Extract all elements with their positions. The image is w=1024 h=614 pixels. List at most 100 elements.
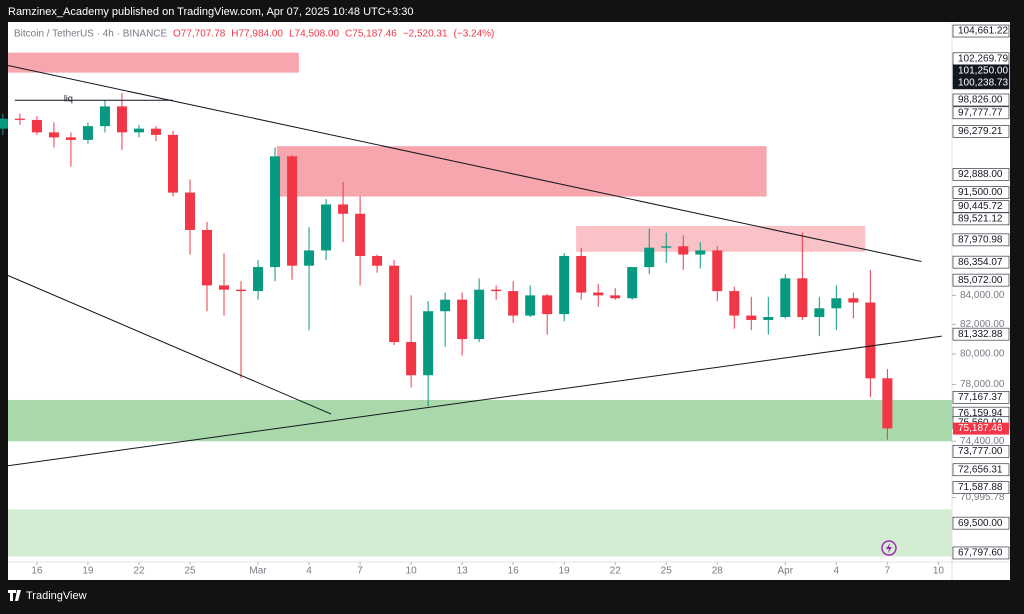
trend-line (7, 335, 942, 467)
level-box (952, 125, 1010, 138)
level-box (952, 463, 1010, 477)
candle-body (508, 291, 519, 316)
candle-body (780, 278, 791, 318)
publish-note: Ramzinex_Academy published on TradingVie… (8, 6, 414, 18)
level-box (952, 233, 1010, 247)
level-box (952, 273, 1010, 287)
candle-body (372, 255, 383, 266)
ohlc-values: O77,707.78 H77,984.00 L74,508.00 C75,187.46… (173, 29, 494, 40)
level-box (952, 516, 1010, 530)
y-tick-label: 84,000.00 (960, 290, 1005, 301)
zone (8, 399, 952, 442)
candle-body (525, 295, 536, 316)
level-label: 91,500.00 (958, 187, 1003, 198)
candle-body (610, 295, 621, 299)
candle-body (542, 295, 553, 315)
y-tick-label: 70,995.78 (960, 492, 1005, 503)
candle-body (304, 250, 315, 266)
alert-circle[interactable] (881, 540, 897, 556)
candle-body (678, 246, 689, 255)
ohlc-value: O77,707.78 (173, 29, 226, 40)
y-tick-label: 78,000.00 (960, 379, 1005, 390)
alert-icon[interactable] (881, 540, 897, 556)
candle-body (848, 298, 859, 303)
level-box (952, 93, 1010, 107)
level-label: 96,279.21 (958, 126, 1003, 137)
symbol-title: Bitcoin / TetherUS · 4h · BINANCE (14, 29, 168, 40)
candle-body (559, 255, 570, 315)
level-label: 72,656.31 (958, 464, 1003, 475)
ohlc-value: L74,508.00 (289, 29, 339, 40)
candle-body (576, 255, 587, 293)
level-box (952, 255, 1010, 269)
last-price-box (953, 422, 1009, 435)
candle-body (440, 299, 451, 312)
candle-body (763, 317, 774, 320)
x-tick-label: 10 (933, 566, 945, 577)
candle-body (167, 134, 178, 193)
x-tick-label: 19 (559, 566, 571, 577)
x-tick-label: 4 (834, 566, 840, 577)
candle-body (133, 128, 144, 133)
level-label: 102,269.79 (958, 53, 1008, 64)
footer-logo: TradingView (8, 590, 87, 602)
level-label: 76,159.94 (958, 408, 1003, 419)
candle-body (797, 278, 808, 318)
level-box (952, 168, 1010, 181)
zone (8, 52, 299, 73)
level-box (952, 327, 1010, 341)
candle-body (99, 106, 110, 127)
level-label: 89,521.12 (958, 213, 1003, 224)
x-tick-label: 22 (133, 566, 145, 577)
level-label: 98,826.00 (958, 95, 1003, 106)
candle-body (644, 247, 655, 268)
y-tick-label: 80,000.00 (960, 349, 1005, 360)
x-tick-label: 16 (31, 566, 43, 577)
x-tick-label: 19 (82, 566, 94, 577)
x-tick-label: Apr (778, 566, 794, 577)
plot: 16 19 22 25 Mar 4 7 10 13 16 19 22 25 28 Apr 4 7 10 liq (0, 52, 952, 577)
candle-body (116, 106, 127, 133)
level-box (952, 445, 1010, 458)
candle-body (82, 126, 93, 140)
level-label: 81,332.88 (958, 329, 1003, 340)
candle-body (474, 289, 485, 340)
candle-body (423, 311, 434, 376)
level-label: 87,970.98 (958, 234, 1003, 245)
candle-body (236, 289, 247, 292)
level-label: 104,661.22 (958, 26, 1008, 37)
x-tick-label: 7 (885, 566, 891, 577)
zone (576, 225, 866, 252)
level-box (952, 24, 1010, 38)
x-tick-label: 25 (184, 566, 196, 577)
x-tick-label: 28 (712, 566, 724, 577)
candle-body (31, 119, 42, 133)
candle-body (746, 315, 757, 320)
level-box (952, 186, 1010, 199)
footer-brand: TradingView (26, 590, 87, 602)
zone (276, 146, 767, 197)
level-label: 85,072.00 (958, 275, 1003, 286)
y-tick-label: 82,000.00 (960, 319, 1005, 330)
candle-body (14, 118, 25, 120)
level-label: 90,445.72 (958, 201, 1003, 212)
level-box (952, 212, 1010, 226)
alert-bolt[interactable] (886, 543, 892, 553)
candle-body (491, 289, 502, 292)
candle-body (184, 192, 195, 230)
candle-body (65, 137, 76, 140)
symbol-legend: Bitcoin / TetherUS · 4h · BINANCE O77,70… (14, 29, 494, 40)
candle-body (219, 285, 230, 290)
ohlc-value: C75,187.46 (345, 29, 397, 40)
candle-body (355, 213, 366, 256)
level-box (952, 546, 1010, 560)
x-tick-label: 25 (661, 566, 673, 577)
level-label: 69,500.00 (958, 518, 1003, 529)
x-tick-label: 7 (357, 566, 363, 577)
candle-body (150, 128, 161, 135)
candle-body (695, 250, 706, 255)
ohlc-value: (−3.24%) (454, 29, 495, 40)
x-tick-label: 16 (508, 566, 520, 577)
level-label: 101,250.00 (958, 65, 1008, 76)
